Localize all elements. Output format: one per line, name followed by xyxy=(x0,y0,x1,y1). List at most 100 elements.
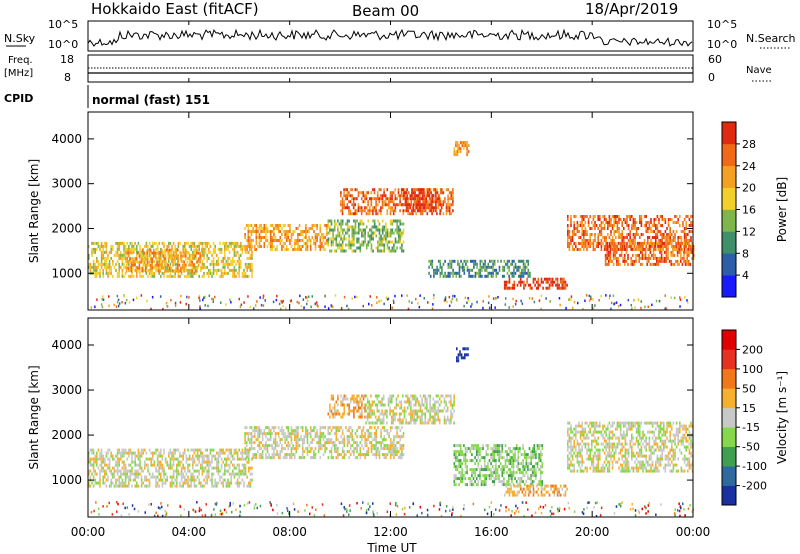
velocity-cell xyxy=(222,472,224,476)
power-cell xyxy=(269,248,272,251)
power-speckle xyxy=(256,300,258,303)
power-cell xyxy=(439,203,442,207)
velocity-cell xyxy=(222,484,224,488)
power-cell xyxy=(263,242,266,245)
power-cell xyxy=(325,230,328,233)
velocity-cell xyxy=(361,453,363,457)
power-speckle xyxy=(568,298,570,301)
power-cell xyxy=(675,241,677,245)
power-cell xyxy=(668,241,671,245)
power-cell xyxy=(125,263,128,267)
power-ytick-label: 3000 xyxy=(51,177,82,191)
power-speckle xyxy=(538,299,541,302)
power-cell xyxy=(654,247,656,251)
power-cell xyxy=(361,228,363,232)
power-cell xyxy=(581,242,583,245)
power-cell xyxy=(266,230,269,233)
power-cell xyxy=(314,236,317,239)
power-cell xyxy=(142,274,144,278)
power-cell xyxy=(397,234,400,238)
power-cell xyxy=(570,221,572,224)
power-cell xyxy=(581,221,583,224)
power-cell xyxy=(105,244,108,248)
power-cell xyxy=(444,259,446,263)
power-cell xyxy=(514,265,517,269)
power-cell xyxy=(640,247,642,251)
power-speckle xyxy=(456,299,458,302)
power-cell xyxy=(265,224,267,227)
power-cell xyxy=(654,244,656,248)
velocity-cell xyxy=(99,484,101,488)
power-cell xyxy=(628,241,631,245)
velocity-cell xyxy=(182,481,184,485)
power-cell xyxy=(624,218,627,221)
power-speckle xyxy=(243,301,245,304)
power-cell xyxy=(650,227,652,230)
velocity-cell xyxy=(376,409,379,413)
power-cell xyxy=(682,224,684,227)
velocity-cell xyxy=(327,426,330,430)
power-cell xyxy=(225,262,228,266)
velocity-cell xyxy=(380,441,382,445)
velocity-cell xyxy=(230,472,232,476)
power-cell xyxy=(169,274,172,278)
velocity-cell xyxy=(361,415,363,419)
velocity-cell xyxy=(361,412,363,416)
power-cell xyxy=(501,274,504,278)
power-speckle xyxy=(482,300,484,303)
power-cell xyxy=(632,224,635,227)
power-cell xyxy=(118,265,120,269)
power-speckle xyxy=(391,306,393,309)
power-cell xyxy=(545,280,548,284)
velocity-cell xyxy=(97,481,100,485)
power-cell xyxy=(542,280,544,284)
power-cell xyxy=(121,274,124,278)
velocity-cell xyxy=(282,435,285,439)
velocity-cell xyxy=(176,457,178,461)
velocity-cell xyxy=(152,454,154,458)
power-cell xyxy=(603,236,606,239)
power-cell xyxy=(147,244,149,248)
power-cell xyxy=(508,286,511,290)
power-colorbar-tick-label: 20 xyxy=(742,182,756,195)
power-cell xyxy=(452,203,454,207)
velocity-cell xyxy=(177,457,180,461)
velocity-cell xyxy=(187,484,189,488)
velocity-cell xyxy=(396,429,398,433)
velocity-cell xyxy=(94,454,96,458)
velocity-cell xyxy=(148,481,151,485)
power-cell xyxy=(179,274,181,278)
power-cell xyxy=(417,197,420,201)
power-cell xyxy=(367,212,369,216)
velocity-cell xyxy=(244,469,247,473)
power-cell xyxy=(167,251,169,255)
velocity-cell xyxy=(126,451,128,455)
power-cell xyxy=(519,265,522,269)
power-cell xyxy=(149,248,152,252)
power-speckle xyxy=(408,300,410,303)
power-cell xyxy=(248,262,250,266)
power-cell xyxy=(450,212,453,216)
velocity-cell xyxy=(366,412,369,416)
power-cell xyxy=(346,222,349,226)
power-cell xyxy=(391,246,394,250)
power-cell xyxy=(389,231,392,235)
power-cell xyxy=(124,250,127,254)
velocity-cell xyxy=(281,450,283,454)
velocity-cell xyxy=(89,484,92,488)
velocity-cell xyxy=(353,447,355,451)
power-cell xyxy=(94,241,96,245)
velocity-cell xyxy=(356,450,358,454)
power-cell xyxy=(399,237,402,241)
power-cell xyxy=(265,239,267,242)
power-cell xyxy=(348,234,350,238)
velocity-cell xyxy=(219,448,221,452)
power-cell xyxy=(399,197,401,201)
power-cell xyxy=(600,230,603,233)
power-cell xyxy=(621,248,623,251)
power-cell xyxy=(333,237,336,241)
power-cell xyxy=(662,244,664,248)
power-speckle xyxy=(452,294,454,298)
power-cell xyxy=(576,224,579,227)
power-cell xyxy=(417,203,420,207)
